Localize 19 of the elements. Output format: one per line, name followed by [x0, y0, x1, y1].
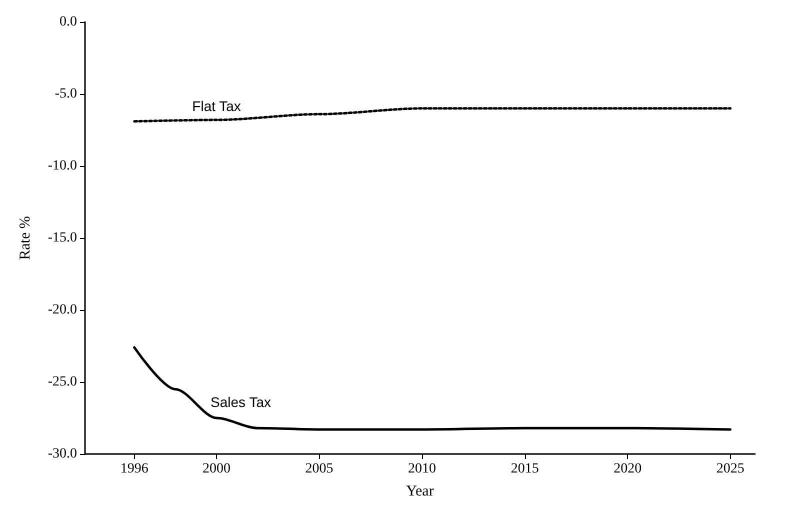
y-tick-label: -25.0	[48, 374, 77, 390]
y-tick-label: 0.0	[60, 14, 77, 30]
y-tick-label: -15.0	[48, 230, 77, 246]
series-label: Sales Tax	[210, 394, 271, 410]
x-tick-label: 2025	[716, 462, 744, 476]
line-series	[133, 346, 732, 431]
x-tick-label: 2010	[408, 462, 436, 476]
y-tick-label: -10.0	[48, 158, 77, 174]
series-label: Flat Tax	[192, 98, 241, 114]
y-tick-label: -5.0	[54, 86, 77, 102]
y-tick-label: -20.0	[48, 302, 77, 318]
x-tick-label: 2020	[614, 462, 642, 476]
x-axis-title: Year	[406, 484, 434, 500]
x-tick-label: 2000	[202, 462, 231, 476]
y-tick-label: -30.0	[48, 446, 77, 462]
x-tick-label: 1996	[120, 462, 148, 476]
x-tick-label: 2005	[305, 462, 334, 476]
x-tick-label: 2015	[510, 462, 539, 476]
y-axis-title: Rate %	[18, 216, 34, 260]
